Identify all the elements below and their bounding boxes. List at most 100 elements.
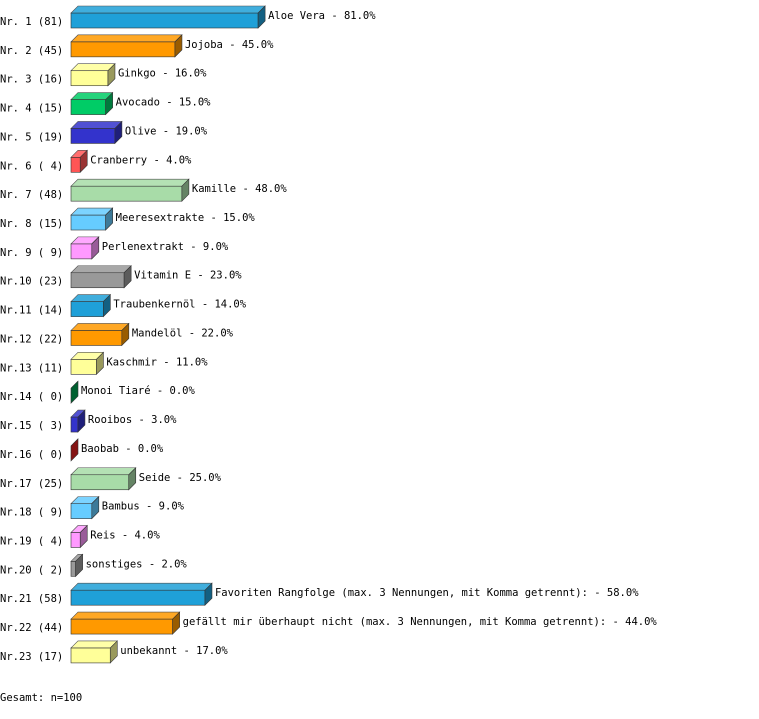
- row-label: Nr.14 ( 0): [0, 391, 63, 403]
- bar-side: [181, 178, 190, 202]
- bar-side: [105, 91, 113, 116]
- bar-top: [70, 265, 132, 274]
- bar-side: [77, 409, 86, 433]
- bar-front: [70, 301, 104, 317]
- bar-label: Traubenkernöl - 14.0%: [113, 299, 246, 311]
- bar-front: [70, 359, 97, 375]
- bar-side: [114, 120, 123, 145]
- bar-top: [70, 63, 116, 72]
- row-label: Nr. 2 (45): [0, 45, 63, 57]
- bar-label: Kamille - 48.0%: [192, 183, 288, 195]
- bar-label: Vitamin E - 23.0%: [134, 270, 242, 282]
- bar-front: [70, 185, 183, 202]
- bar-side: [75, 553, 83, 578]
- bar-side: [257, 5, 266, 29]
- bar-side: [91, 236, 100, 260]
- bar-side: [123, 265, 132, 289]
- bar-side: [128, 467, 137, 491]
- bar-label: Ginkgo - 16.0%: [118, 68, 207, 80]
- bar-side: [70, 438, 79, 462]
- bar-top: [70, 582, 213, 591]
- bar-front: [70, 157, 81, 173]
- row-label: Nr. 3 (16): [0, 74, 63, 86]
- bar-top: [70, 5, 266, 14]
- bar-front: [70, 618, 173, 635]
- bar-top: [70, 640, 118, 649]
- bar-side: [96, 351, 104, 376]
- row-label: Nr.17 (25): [0, 478, 63, 490]
- row-label: Nr. 7 (48): [0, 189, 63, 201]
- bar-side: [121, 322, 130, 347]
- row-label: Nr. 6 ( 4): [0, 160, 63, 172]
- bar-front: [70, 416, 79, 433]
- bar-label: Avocado - 15.0%: [116, 97, 212, 109]
- bar-label: Cranberry - 4.0%: [90, 154, 192, 166]
- bar-label: Favoriten Rangfolge (max. 3 Nennungen, m…: [215, 587, 639, 599]
- bar-top: [70, 178, 190, 187]
- bar-label: Olive - 19.0%: [125, 125, 208, 137]
- bar-front: [70, 589, 206, 606]
- bar-label: Reis - 4.0%: [90, 529, 160, 541]
- bar-front: [70, 214, 106, 231]
- bar-side: [174, 34, 183, 58]
- bar-label: gefällt mir überhaupt nicht (max. 3 Nenn…: [183, 616, 658, 628]
- bar-label: Bambus - 9.0%: [102, 501, 185, 513]
- bar-label: Rooibos - 3.0%: [88, 414, 177, 426]
- bar-top: [70, 34, 183, 43]
- bar-label: Seide - 25.0%: [139, 472, 222, 484]
- row-label: Nr.22 (44): [0, 622, 63, 634]
- bar-label: Aloe Vera - 81.0%: [268, 10, 376, 22]
- bar-front: [70, 474, 130, 491]
- bar-label: Jojoba - 45.0%: [185, 39, 274, 51]
- bar-label: Meeresextrakte - 15.0%: [116, 212, 256, 224]
- bar-side: [105, 207, 113, 231]
- row-label: Nr.19 ( 4): [0, 535, 63, 547]
- row-label: Nr. 8 (15): [0, 218, 63, 230]
- total-note: Gesamt: n=100: [0, 692, 82, 704]
- bar-side: [79, 524, 88, 549]
- bar-side: [109, 640, 118, 664]
- row-label: Nr. 9 ( 9): [0, 247, 63, 259]
- row-label: Nr.20 ( 2): [0, 564, 63, 576]
- row-label: Nr.12 (22): [0, 333, 63, 345]
- bar-label: Monoi Tiaré - 0.0%: [81, 385, 195, 397]
- row-label: Nr. 4 (15): [0, 103, 63, 115]
- bar-side: [107, 62, 116, 87]
- row-label: Nr.18 ( 9): [0, 507, 63, 519]
- bar-label: Baobab - 0.0%: [81, 443, 164, 455]
- bar-label: Perlenextrakt - 9.0%: [102, 241, 229, 253]
- row-label: Nr.23 (17): [0, 651, 63, 663]
- bar-label: unbekannt - 17.0%: [120, 645, 228, 657]
- row-label: Nr.21 (58): [0, 593, 63, 605]
- bar-front: [70, 128, 116, 144]
- bar-front: [70, 561, 76, 577]
- bar-side: [79, 149, 88, 174]
- bar-front: [70, 70, 109, 87]
- bar-label: Mandelöl - 22.0%: [132, 327, 234, 339]
- row-label: Nr.16 ( 0): [0, 449, 63, 461]
- row-label: Nr.11 (14): [0, 305, 63, 317]
- bar-front: [70, 99, 106, 115]
- bar-front: [70, 647, 111, 664]
- bar-top: [70, 121, 123, 129]
- bar-label: Kaschmir - 11.0%: [106, 356, 208, 368]
- bar-side: [70, 380, 79, 404]
- row-label: Nr. 5 (19): [0, 131, 63, 143]
- bar-side: [204, 582, 213, 606]
- row-label: Nr. 1 (81): [0, 16, 63, 28]
- bar-side: [91, 495, 100, 520]
- bar-side: [172, 611, 180, 635]
- bar-front: [70, 12, 259, 29]
- bar-front: [70, 272, 125, 289]
- bar-front: [70, 532, 81, 548]
- bar-top: [70, 611, 181, 620]
- bar-front: [70, 503, 93, 519]
- bar-side: [103, 293, 111, 318]
- bar-label: sonstiges - 2.0%: [86, 558, 188, 570]
- row-label: Nr.10 (23): [0, 276, 63, 288]
- bar-top: [70, 467, 137, 476]
- row-label: Nr.13 (11): [0, 362, 63, 374]
- bar-front: [70, 243, 93, 260]
- bar-front: [70, 41, 176, 58]
